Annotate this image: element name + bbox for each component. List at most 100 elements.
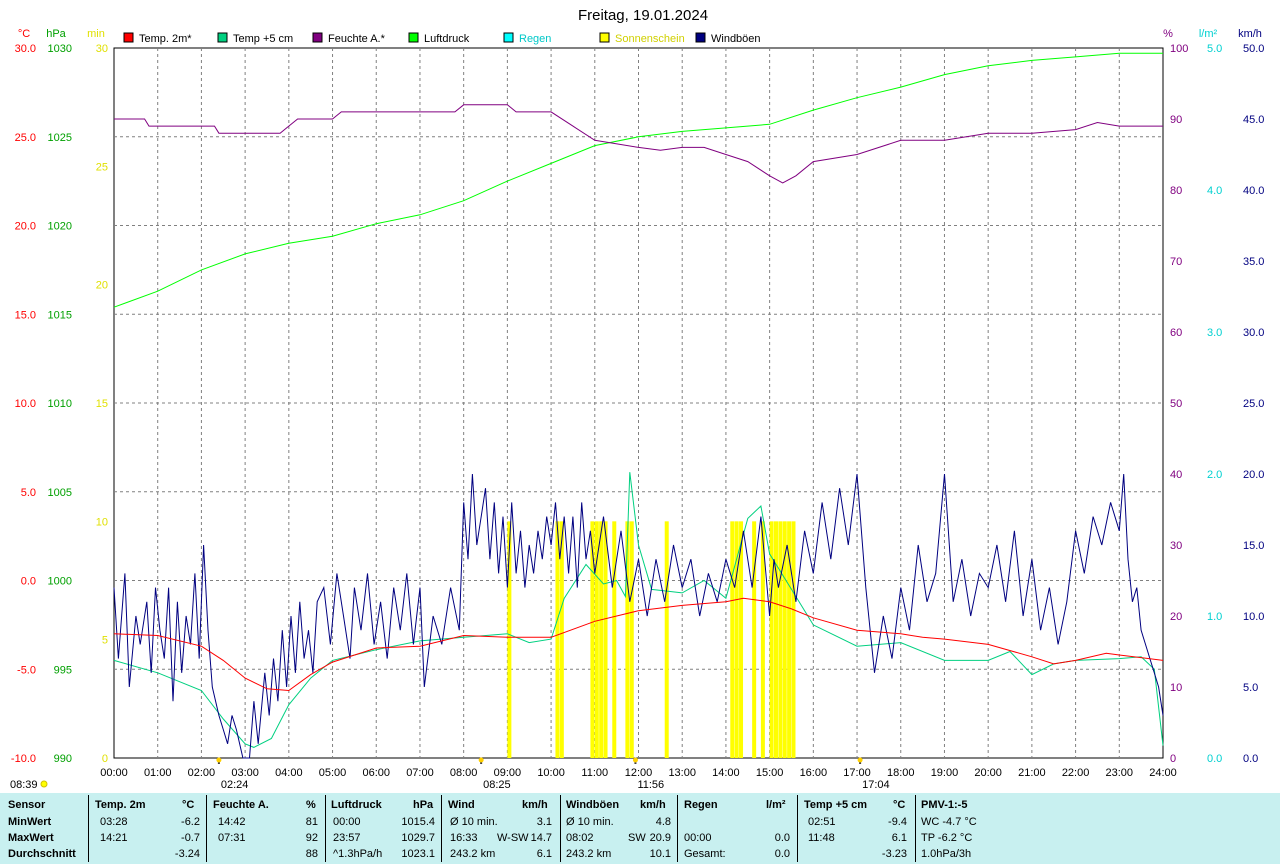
legend-swatch [695, 32, 706, 43]
header-wind: Wind [448, 799, 475, 811]
header-humidity: Feuchte A. [213, 799, 269, 811]
axis-ticks: 30.025.020.015.010.05.00.0-5.0-10.010301… [11, 43, 1265, 779]
wind-tick-label: 5.0 [1243, 682, 1258, 694]
pressure-tick-label: 995 [54, 664, 72, 676]
pressure-tick-label: 1025 [48, 132, 72, 144]
sunrise-mark-icon [478, 757, 484, 763]
wind-gust-line [113, 473, 1164, 759]
pressure-tick-label: 1000 [48, 576, 72, 588]
legend-swatch [123, 32, 134, 43]
rain-tick-label: 0.0 [1207, 753, 1222, 765]
x-tick-label: 02:00 [188, 767, 216, 779]
sunshine-bar [590, 521, 595, 758]
temp-time: 14:21 [100, 832, 128, 844]
x-tick-label: 04:00 [275, 767, 303, 779]
sunshine-bar [599, 521, 604, 758]
sunshine-tick-label: 30 [96, 43, 108, 55]
rain-tick-label: 2.0 [1207, 469, 1222, 481]
header-pmv: PMV-1:-5 [921, 799, 968, 811]
header-temp5: Temp +5 cm [804, 799, 868, 811]
gust-direction: SW [628, 832, 646, 844]
sunshine-bar [664, 521, 669, 758]
x-tick-label: 22:00 [1062, 767, 1090, 779]
temp-tick-label: -5.0 [17, 664, 36, 676]
humidity-tick-label: 90 [1170, 114, 1182, 126]
pressure-time: ^1.3hPa/h [333, 848, 383, 860]
chart-series [113, 52, 1164, 759]
sunset-icon [857, 757, 863, 763]
row-label: MaxWert [8, 832, 54, 844]
sunshine-tick-label: 5 [102, 635, 108, 647]
x-tick-label: 24:00 [1149, 767, 1177, 779]
gust-value: 10.1 [649, 848, 671, 860]
sunshine-bar [629, 521, 634, 758]
x-tick-label: 21:00 [1018, 767, 1046, 779]
x-tick-label: 09:00 [494, 767, 522, 779]
x-tick-label: 15:00 [756, 767, 784, 779]
sunshine-bar [559, 521, 564, 758]
temp-time: 03:28 [100, 816, 128, 828]
wind-time: Ø 10 min. [450, 816, 498, 828]
sunshine-bar [773, 521, 778, 758]
wind-tick-label: 50.0 [1243, 43, 1264, 55]
x-tick-label: 10:00 [537, 767, 565, 779]
pressure-axis-title: hPa [46, 28, 66, 40]
humidity-tick-label: 60 [1170, 327, 1182, 339]
sunshine-bar [791, 521, 796, 758]
gust-value: 4.8 [655, 816, 671, 828]
legend-label: Regen [519, 33, 551, 45]
humidity-tick-label: 80 [1170, 185, 1182, 197]
temp-tick-label: 5.0 [21, 487, 36, 499]
sunshine-bar [787, 521, 792, 758]
sunrise-icon [40, 780, 48, 788]
wind-time: 243.2 km [450, 848, 496, 860]
x-tick-label: 20:00 [974, 767, 1002, 779]
chart-title: Freitag, 19.01.2024 [578, 7, 708, 24]
humidity-value: 88 [305, 848, 318, 860]
x-tick-label: 12:00 [625, 767, 653, 779]
header-wind-unit: km/h [522, 799, 548, 811]
sunshine-bar [555, 521, 560, 758]
wind-tick-label: 0.0 [1243, 753, 1258, 765]
noon-time-label: 11:56 [637, 779, 664, 791]
header-pressure: Luftdruck [331, 799, 382, 811]
pressure-time: 23:57 [333, 832, 361, 844]
wind-tick-label: 25.0 [1243, 398, 1264, 410]
x-tick-label: 19:00 [931, 767, 959, 779]
wind-value: 3.1 [536, 816, 552, 828]
pressure-value: 1029.7 [401, 832, 435, 844]
header-gust: Windböen [566, 799, 620, 811]
humidity-time: 14:42 [218, 816, 246, 828]
header-rain-unit: l/m² [766, 799, 786, 811]
wind-tick-label: 40.0 [1243, 185, 1264, 197]
gust-time: 243.2 km [566, 848, 612, 860]
rain-time: Gesamt: [684, 848, 726, 860]
chart-legend: Temp. 2m* Temp +5 cm Feuchte A.* Luftdruck R… [123, 32, 761, 45]
pressure-value: 1023.1 [401, 848, 435, 860]
sunrise-time-label: 08:39 [10, 779, 38, 791]
legend-label: Feuchte A.* [328, 33, 386, 45]
humidity-line [114, 104, 1163, 184]
temp-tick-label: 10.0 [15, 398, 36, 410]
sunshine-bar [752, 521, 757, 758]
pressure-tick-label: 1010 [48, 398, 72, 410]
rain-tick-label: 3.0 [1207, 327, 1222, 339]
wind-axis-title: km/h [1238, 28, 1262, 40]
weather-chart: Freitag, 19.01.2024 Temp. 2m* Temp +5 cm F… [10, 7, 1265, 791]
sunshine-tick-label: 0 [102, 753, 108, 765]
x-tick-label: 01:00 [144, 767, 172, 779]
rain-tick-label: 4.0 [1207, 185, 1222, 197]
header-sensor: Sensor [8, 799, 46, 811]
gust-value: 20.9 [649, 832, 671, 844]
legend-swatch [217, 32, 228, 43]
sunshine-tick-label: 25 [96, 161, 108, 173]
temp5-time: 11:48 [808, 832, 835, 844]
x-tick-label: 14:00 [712, 767, 740, 779]
pmv-value: TP -6.2 °C [921, 832, 973, 844]
wind-value: 6.1 [536, 848, 552, 860]
humidity-tick-label: 10 [1170, 682, 1182, 694]
humidity-tick-label: 70 [1170, 256, 1182, 268]
x-tick-label: 16:00 [800, 767, 828, 779]
gust-time: 08:02 [566, 832, 594, 844]
temp-tick-label: 0.0 [21, 576, 36, 588]
